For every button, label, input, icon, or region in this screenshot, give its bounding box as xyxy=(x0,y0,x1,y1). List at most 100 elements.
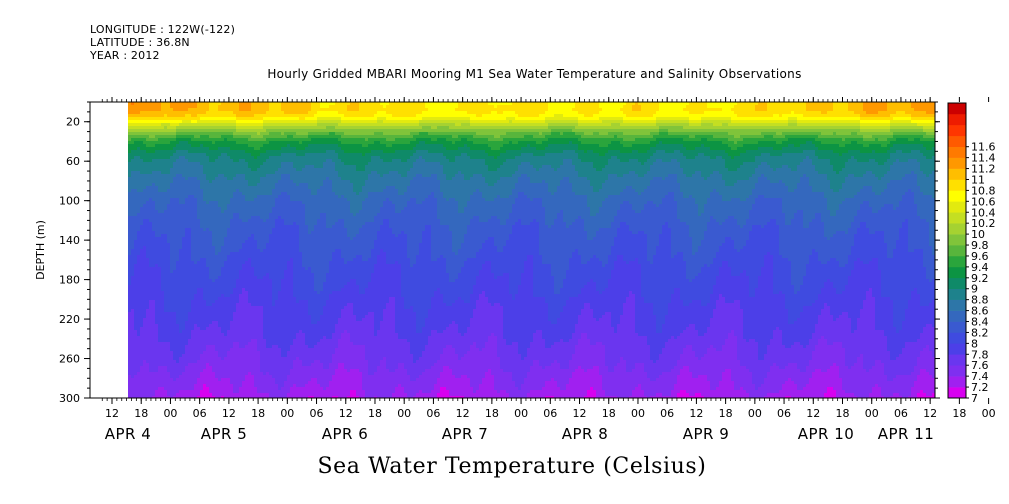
temperature-cell xyxy=(137,273,141,277)
temperature-cell xyxy=(200,192,204,196)
temperature-cell xyxy=(257,264,261,268)
temperature-cell xyxy=(257,183,261,187)
temperature-cell xyxy=(218,165,222,169)
temperature-cell xyxy=(224,354,228,358)
temperature-cell xyxy=(218,387,222,391)
temperature-cell xyxy=(227,159,231,163)
temperature-cell xyxy=(203,192,207,196)
temperature-cell xyxy=(248,306,252,310)
temperature-cell xyxy=(266,282,270,286)
temperature-cell xyxy=(230,267,234,271)
temperature-cell xyxy=(188,207,192,211)
temperature-cell xyxy=(164,204,168,208)
temperature-cell xyxy=(167,360,171,364)
temperature-cell xyxy=(179,141,183,145)
temperature-cell xyxy=(200,207,204,211)
temperature-cell xyxy=(218,150,222,154)
temperature-cell xyxy=(161,381,165,385)
temperature-cell xyxy=(269,312,273,316)
temperature-cell xyxy=(134,156,138,160)
temperature-cell xyxy=(128,243,132,247)
temperature-cell xyxy=(233,261,237,265)
temperature-cell xyxy=(227,381,231,385)
temperature-cell xyxy=(143,384,147,388)
temperature-cell xyxy=(188,333,192,337)
temperature-cell xyxy=(176,363,180,367)
temperature-cell xyxy=(161,261,165,265)
temperature-cell xyxy=(161,102,165,106)
temperature-cell xyxy=(278,141,282,145)
temperature-cell xyxy=(209,324,213,328)
temperature-cell xyxy=(194,219,198,223)
temperature-cell xyxy=(245,225,249,229)
temperature-cell xyxy=(260,129,264,133)
temperature-cell xyxy=(149,141,153,145)
temperature-cell xyxy=(188,144,192,148)
temperature-cell xyxy=(245,114,249,118)
temperature-cell xyxy=(209,162,213,166)
temperature-cell xyxy=(260,372,264,376)
temperature-cell xyxy=(254,321,258,325)
temperature-cell xyxy=(239,318,243,322)
temperature-cell xyxy=(263,222,267,226)
temperature-cell xyxy=(179,234,183,238)
temperature-cell xyxy=(233,174,237,178)
temperature-cell xyxy=(161,285,165,289)
temperature-cell xyxy=(221,393,225,397)
temperature-cell xyxy=(185,243,189,247)
temperature-cell xyxy=(248,309,252,313)
temperature-cell xyxy=(155,276,159,280)
temperature-cell xyxy=(275,147,279,151)
temperature-cell xyxy=(212,225,216,229)
temperature-cell xyxy=(152,183,156,187)
temperature-cell xyxy=(146,132,150,136)
temperature-cell xyxy=(245,369,249,373)
temperature-cell xyxy=(227,108,231,112)
temperature-cell xyxy=(218,114,222,118)
temperature-cell xyxy=(242,294,246,298)
temperature-cell xyxy=(146,315,150,319)
temperature-cell xyxy=(239,243,243,247)
temperature-cell xyxy=(164,114,168,118)
temperature-cell xyxy=(128,159,132,163)
temperature-cell xyxy=(182,126,186,130)
temperature-cell xyxy=(137,243,141,247)
temperature-cell xyxy=(212,273,216,277)
temperature-cell xyxy=(212,162,216,166)
temperature-cell xyxy=(179,135,183,139)
temperature-cell xyxy=(266,111,270,115)
temperature-cell xyxy=(164,246,168,250)
temperature-cell xyxy=(149,312,153,316)
temperature-cell xyxy=(128,390,132,394)
temperature-cell xyxy=(149,369,153,373)
longitude-label: LONGITUDE : 122W(-122) xyxy=(90,24,235,36)
temperature-cell xyxy=(128,294,132,298)
temperature-cell xyxy=(212,324,216,328)
temperature-cell xyxy=(257,318,261,322)
temperature-cell xyxy=(227,216,231,220)
temperature-cell xyxy=(158,345,162,349)
temperature-cell xyxy=(227,294,231,298)
temperature-cell xyxy=(128,120,132,124)
temperature-cell xyxy=(146,246,150,250)
temperature-cell xyxy=(221,336,225,340)
temperature-cell xyxy=(251,126,255,130)
temperature-cell xyxy=(209,168,213,172)
temperature-cell xyxy=(158,303,162,307)
temperature-cell xyxy=(179,387,183,391)
temperature-cell xyxy=(167,249,171,253)
temperature-cell xyxy=(242,204,246,208)
temperature-cell xyxy=(158,123,162,127)
temperature-cell xyxy=(191,198,195,202)
temperature-cell xyxy=(140,321,144,325)
temperature-cell xyxy=(197,279,201,283)
temperature-cell xyxy=(203,333,207,337)
temperature-cell xyxy=(179,219,183,223)
temperature-cell xyxy=(128,177,132,181)
temperature-cell xyxy=(200,156,204,160)
temperature-cell xyxy=(248,393,252,397)
temperature-cell xyxy=(134,297,138,301)
temperature-cell xyxy=(248,330,252,334)
temperature-cell xyxy=(146,372,150,376)
temperature-cell xyxy=(215,327,219,331)
